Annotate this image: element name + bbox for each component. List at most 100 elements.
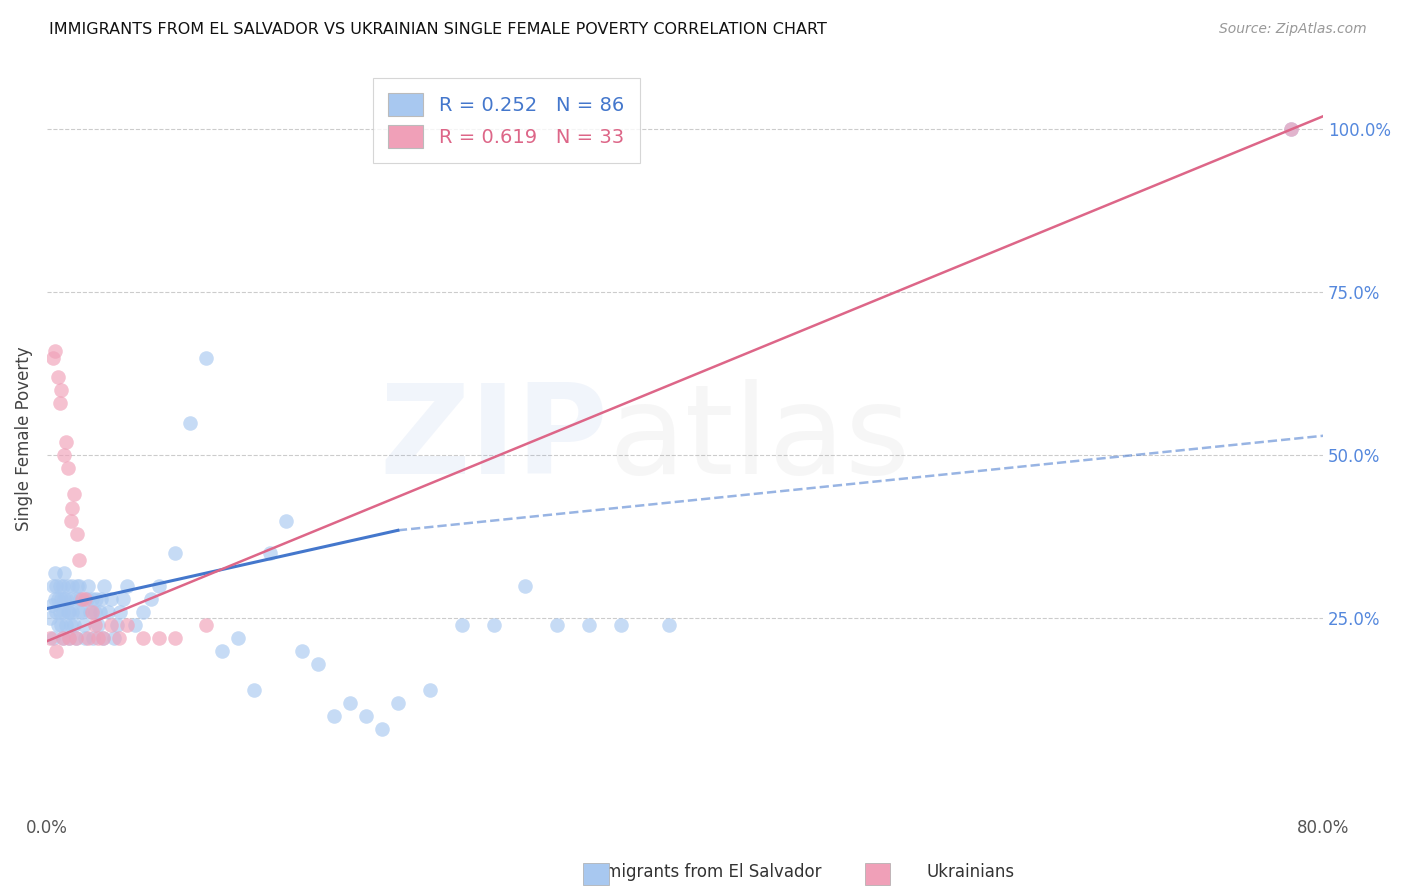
Point <box>46 618 69 632</box>
Point <box>307 657 329 671</box>
Point <box>48 605 70 619</box>
Point <box>1279 122 1302 136</box>
Point <box>48 579 70 593</box>
Point <box>63 487 86 501</box>
Point <box>211 644 233 658</box>
Point <box>578 618 600 632</box>
Point <box>80 591 103 606</box>
Point <box>62 500 84 515</box>
Text: Immigrants from El Salvador: Immigrants from El Salvador <box>585 863 821 881</box>
Point <box>87 618 110 632</box>
Point <box>44 343 66 358</box>
Point <box>45 644 67 658</box>
Point <box>58 605 80 619</box>
Point <box>83 605 105 619</box>
Point <box>93 579 115 593</box>
Point <box>115 579 138 593</box>
Point <box>115 618 138 632</box>
Point <box>44 566 66 580</box>
Point <box>80 605 103 619</box>
Point <box>66 579 89 593</box>
Point <box>323 709 346 723</box>
Point <box>77 631 100 645</box>
Point <box>70 591 93 606</box>
Point <box>56 579 79 593</box>
Point <box>195 618 218 632</box>
Point <box>100 618 122 632</box>
Point <box>52 631 75 645</box>
Point <box>59 514 82 528</box>
Point <box>610 618 633 632</box>
Point <box>53 591 76 606</box>
Point <box>63 618 86 632</box>
Point <box>148 579 170 593</box>
Point <box>59 618 82 632</box>
Point <box>124 618 146 632</box>
Point <box>51 383 73 397</box>
Point <box>354 709 377 723</box>
Point <box>45 579 67 593</box>
Point <box>371 723 394 737</box>
Point <box>39 611 62 625</box>
Point <box>1279 122 1302 136</box>
Text: Ukrainians: Ukrainians <box>927 863 1014 881</box>
Point <box>243 683 266 698</box>
Point <box>110 605 132 619</box>
Y-axis label: Single Female Poverty: Single Female Poverty <box>15 347 32 532</box>
Point <box>291 644 314 658</box>
Point <box>450 618 472 632</box>
Point <box>65 631 87 645</box>
Point <box>51 618 73 632</box>
Point <box>87 631 110 645</box>
Point <box>67 605 90 619</box>
Point <box>69 591 91 606</box>
Point <box>228 631 250 645</box>
Point <box>51 591 73 606</box>
Point <box>44 591 66 606</box>
Point <box>52 605 75 619</box>
Point <box>83 618 105 632</box>
Point <box>55 618 77 632</box>
Point <box>67 552 90 566</box>
Point <box>52 579 75 593</box>
Point <box>56 605 79 619</box>
Point <box>42 631 65 645</box>
Point <box>90 591 112 606</box>
Text: ZIP: ZIP <box>380 378 609 500</box>
Point <box>100 591 122 606</box>
Point <box>46 591 69 606</box>
Point <box>42 351 65 365</box>
Point <box>148 631 170 645</box>
Point <box>387 696 409 710</box>
Point <box>66 526 89 541</box>
Point <box>62 579 84 593</box>
Point <box>39 631 62 645</box>
Point <box>75 591 97 606</box>
Point <box>56 461 79 475</box>
Point <box>112 591 135 606</box>
Point <box>58 631 80 645</box>
Point <box>419 683 441 698</box>
Point <box>65 591 87 606</box>
Point <box>91 631 114 645</box>
Point <box>53 448 76 462</box>
Point <box>259 546 281 560</box>
Point <box>77 579 100 593</box>
Point <box>55 591 77 606</box>
Point <box>515 579 537 593</box>
Text: Source: ZipAtlas.com: Source: ZipAtlas.com <box>1219 22 1367 37</box>
Point <box>107 631 129 645</box>
Point <box>79 605 101 619</box>
Point <box>48 396 70 410</box>
Text: IMMIGRANTS FROM EL SALVADOR VS UKRAINIAN SINGLE FEMALE POVERTY CORRELATION CHART: IMMIGRANTS FROM EL SALVADOR VS UKRAINIAN… <box>49 22 827 37</box>
Point <box>658 618 681 632</box>
Point <box>75 631 97 645</box>
Point <box>276 514 298 528</box>
Point <box>195 351 218 365</box>
Point <box>131 631 153 645</box>
Point <box>103 631 125 645</box>
Point <box>62 605 84 619</box>
Point <box>76 591 98 606</box>
Point <box>45 605 67 619</box>
Point <box>105 618 128 632</box>
